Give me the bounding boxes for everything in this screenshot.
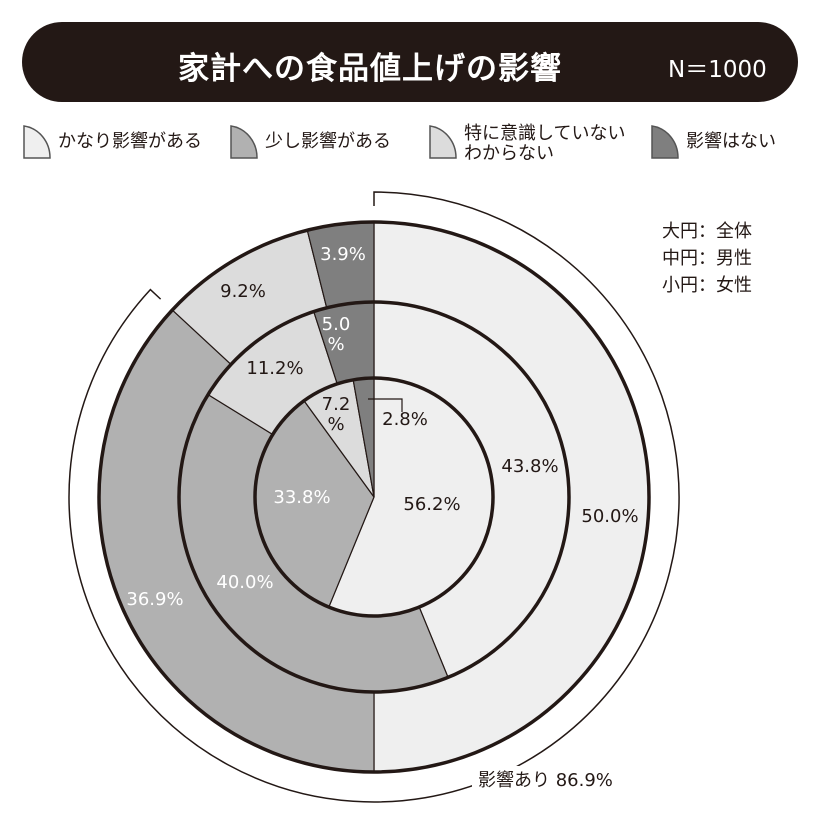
key-outer: 大円：全体 [662,221,752,242]
legend-item-strong: かなり影響がある [22,124,202,160]
impact-annotation: 影響あり 86.9% [478,770,613,791]
key-middle: 中円：男性 [662,248,752,269]
data-label-outer-1: 36.9% [126,589,183,610]
legend-swatch [230,125,258,159]
ring-border-outer [97,220,651,774]
ring-key: 大円：全体 中円：男性 小円：女性 [662,218,752,299]
data-label-middle-0: 43.8% [501,456,558,477]
data-label-inner-3: 2.8% [382,409,428,430]
data-label-inner-0: 56.2% [403,494,460,515]
legend-item-none: 影響はない [650,124,776,160]
legend-label: 特に意識していない わからない [464,123,626,164]
data-label-middle-2: 11.2% [246,358,303,379]
legend-label: 影響はない [686,131,776,152]
legend-swatch [429,125,457,159]
leader-line [368,398,403,412]
sample-size: N＝1000 [668,57,767,83]
legend-item-some: 少し影響がある [229,124,391,160]
data-label-outer-0: 50.0% [581,506,638,527]
chart-title: 家計への食品値上げの影響 [178,51,562,87]
legend-swatch [23,125,51,159]
key-inner: 小円：女性 [662,275,752,296]
data-label-outer-2: 9.2% [220,281,266,302]
title-bar [22,22,798,102]
data-label-middle-1: 40.0% [216,572,273,593]
data-label-inner-1: 33.8% [273,487,330,508]
ring-border-middle [177,300,571,694]
data-label-outer-3: 3.9% [320,244,366,265]
ring-border-inner [253,376,495,618]
annotation-bg [472,766,638,794]
legend-label: かなり影響がある [58,131,202,152]
legend-label: 少し影響がある [265,131,391,152]
data-label-inner-2: 7.2% [322,394,351,435]
legend-item-unaware: 特に意識していない わからない [428,124,625,164]
legend-swatch [651,125,679,159]
data-label-middle-3: 5.0% [322,314,351,355]
